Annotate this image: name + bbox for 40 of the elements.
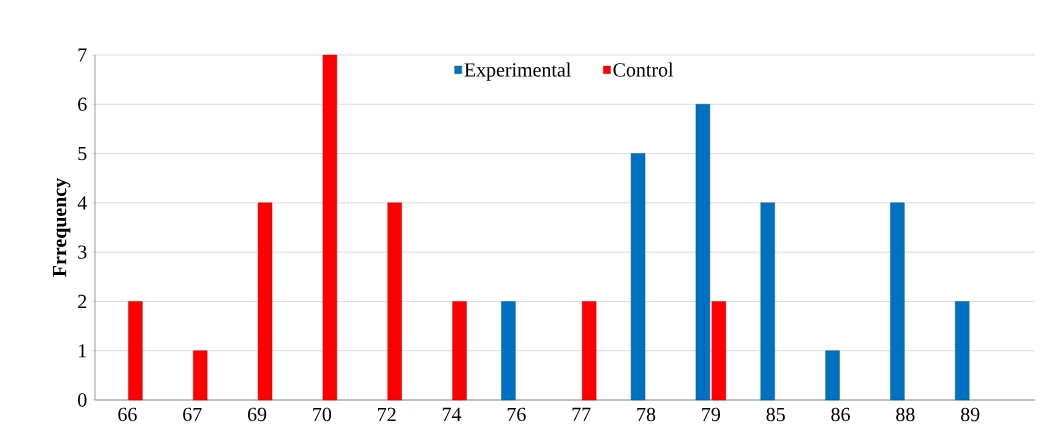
bar xyxy=(452,301,467,401)
x-tick-label: 66 xyxy=(118,407,137,422)
y-tick-label: 0 xyxy=(78,393,87,407)
x-tick-label: 86 xyxy=(831,407,850,422)
x-tick-label: 70 xyxy=(313,407,332,422)
y-tick-label: 2 xyxy=(78,294,87,309)
bar xyxy=(890,202,905,401)
bar xyxy=(128,301,143,401)
bar xyxy=(193,350,208,401)
y-tick-label: 1 xyxy=(79,344,87,358)
y-tick-label: 7 xyxy=(78,48,87,62)
bar xyxy=(582,301,597,401)
x-tick-label: 85 xyxy=(766,407,785,422)
bar xyxy=(387,202,402,401)
x-tick-label: 78 xyxy=(637,407,656,422)
bar xyxy=(501,301,516,401)
x-tick-label: 74 xyxy=(442,407,462,421)
y-axis-title: Frrequency xyxy=(53,178,71,277)
y-tick-label: 4 xyxy=(77,196,87,210)
x-tick-label: 72 xyxy=(378,407,396,421)
x-tick-label: 67 xyxy=(183,407,202,422)
x-tick-label: 76 xyxy=(507,407,526,422)
x-tick-label: 89 xyxy=(960,407,980,422)
x-tick-label: 88 xyxy=(896,407,915,422)
bar xyxy=(711,301,727,401)
y-tick-label: 3 xyxy=(78,245,87,259)
x-tick-label: 77 xyxy=(572,407,591,421)
bar xyxy=(695,104,711,401)
bar xyxy=(955,301,970,401)
bar xyxy=(825,350,840,401)
legend-label: Experimental xyxy=(464,62,571,81)
y-tick-label: 6 xyxy=(78,97,87,111)
bar xyxy=(257,202,273,401)
y-tick-label: 5 xyxy=(78,146,87,161)
legend-label: Control xyxy=(613,62,674,77)
bar xyxy=(322,54,338,401)
bar xyxy=(760,202,775,401)
x-tick-label: 79 xyxy=(702,407,721,422)
x-tick-label: 69 xyxy=(247,407,267,422)
bar xyxy=(630,153,646,401)
